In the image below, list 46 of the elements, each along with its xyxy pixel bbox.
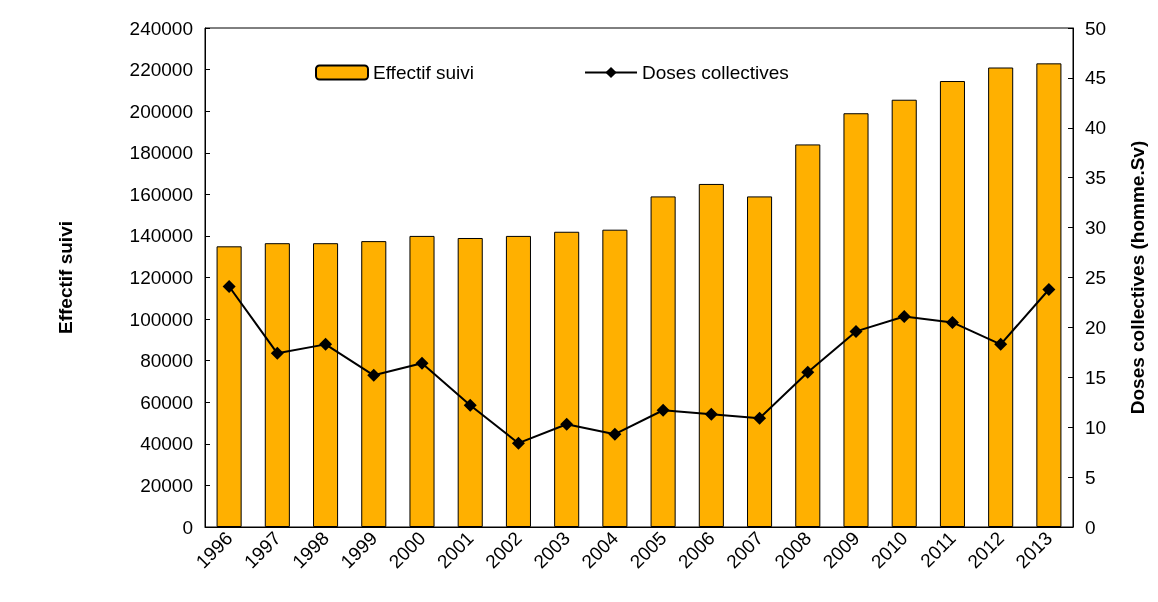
y2-tick-label: 20 (1085, 316, 1107, 338)
y2-tick-label: 15 (1085, 366, 1107, 388)
y-tick-label: 0 (182, 516, 193, 538)
point (656, 403, 670, 417)
y2-axis-title: Doses collectives (homme.Sv) (1127, 140, 1148, 415)
y-tick-label: 220000 (129, 59, 193, 81)
point (270, 346, 284, 360)
point (753, 411, 767, 425)
y-tick-label: 120000 (129, 267, 193, 288)
point (367, 368, 381, 382)
point (560, 417, 574, 431)
y2-tick-label: 50 (1085, 17, 1107, 39)
y-tick-label: 240000 (129, 17, 193, 39)
y-tick-label: 60000 (140, 391, 193, 413)
point (463, 398, 477, 412)
y2-tick-label: 35 (1085, 167, 1107, 189)
y-tick-label: 140000 (129, 225, 193, 247)
y2-tick-label: 40 (1085, 117, 1107, 139)
point (1042, 282, 1056, 296)
point (849, 324, 863, 338)
point (945, 315, 959, 329)
y2-tick-label: 25 (1085, 267, 1107, 288)
y-tick-label: 100000 (129, 308, 193, 330)
y-tick-label: 180000 (129, 142, 193, 164)
y2-tick-label: 10 (1085, 416, 1107, 438)
point (608, 427, 622, 441)
y2-tick-label: 5 (1085, 466, 1096, 488)
y2-tick-label: 30 (1085, 217, 1107, 239)
y-tick-label: 20000 (140, 474, 193, 496)
point (415, 356, 429, 370)
y-tick-label: 160000 (129, 183, 193, 205)
y-tick-label: 40000 (140, 433, 193, 455)
point (319, 337, 333, 351)
legend-label: Effectif suivi (373, 62, 475, 83)
point (994, 337, 1008, 351)
point (897, 309, 911, 323)
point (511, 436, 525, 450)
legend-label: Doses collectives (642, 62, 789, 83)
y-tick-label: 200000 (129, 100, 193, 122)
y2-tick-label: 0 (1085, 516, 1096, 538)
y-axis-title: Effectif suivi (55, 221, 76, 334)
point (222, 279, 236, 293)
y-tick-label: 80000 (140, 350, 193, 372)
y2-tick-label: 45 (1085, 67, 1107, 89)
point (801, 365, 815, 379)
point (704, 407, 718, 421)
